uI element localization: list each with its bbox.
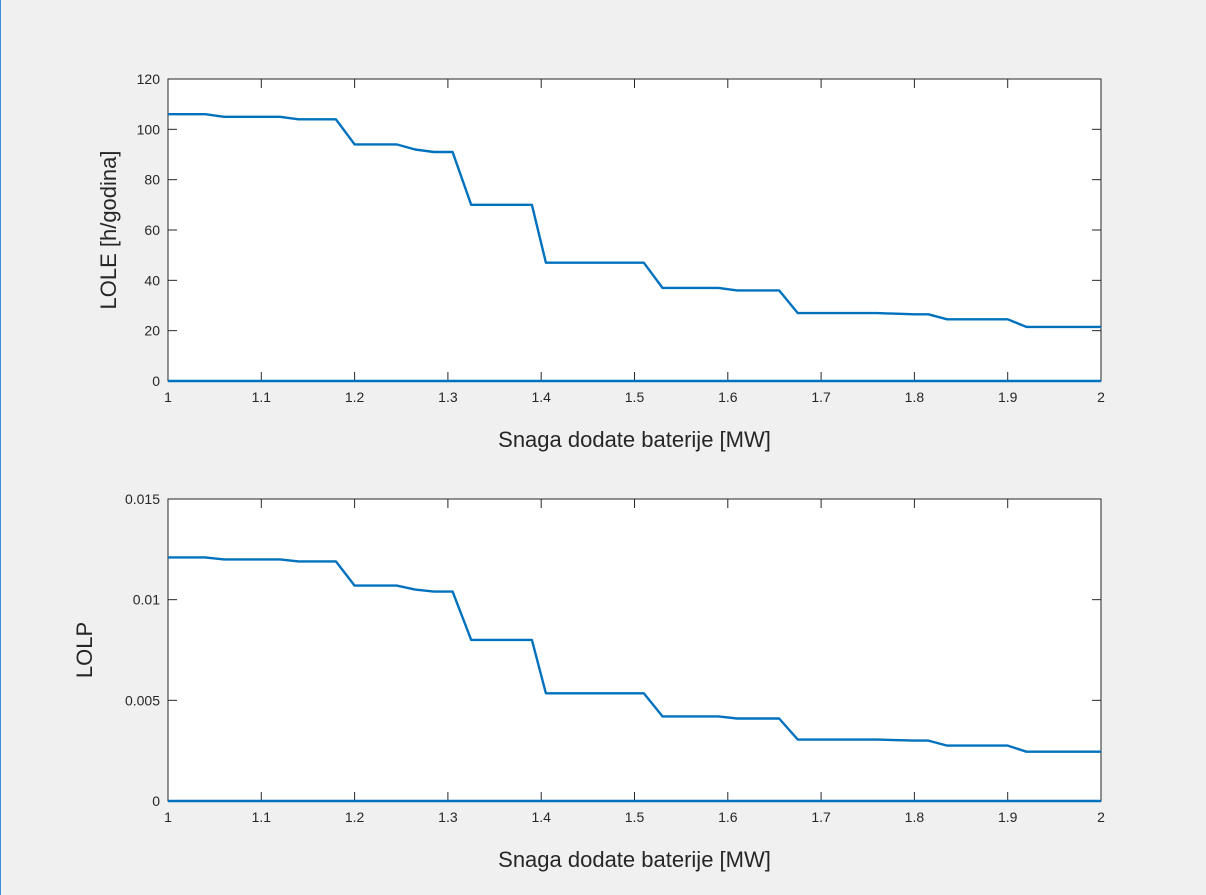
chart-2-y-tick-label: 0.015 xyxy=(125,491,160,507)
chart-2-x-axis-label: Snaga dodate baterije [MW] xyxy=(498,847,771,872)
chart-2-x-tick-label: 1.2 xyxy=(345,809,365,825)
chart-1-y-axis-label: LOLE [h/godina] xyxy=(96,150,121,309)
chart-1-y-tick-label: 100 xyxy=(137,121,161,137)
chart-1-x-tick-label: 2 xyxy=(1097,389,1105,405)
chart-1-x-tick-label: 1.4 xyxy=(531,389,551,405)
chart-1-x-tick-label: 1.2 xyxy=(345,389,365,405)
chart-1-x-tick-label: 1.9 xyxy=(998,389,1018,405)
chart-1-y-tick-label: 0 xyxy=(152,373,160,389)
chart-1-x-axis-label: Snaga dodate baterije [MW] xyxy=(498,427,771,452)
chart-1-y-tick-label: 40 xyxy=(144,272,160,288)
chart-1-x-tick-label: 1.1 xyxy=(252,389,272,405)
chart-2-x-tick-label: 1.5 xyxy=(625,809,645,825)
chart-2-x-tick-label: 1.6 xyxy=(718,809,738,825)
chart-2-x-tick-label: 1.3 xyxy=(438,809,458,825)
chart-1-plot-area xyxy=(167,78,1102,382)
chart-2-series-1-line xyxy=(168,556,1101,753)
chart-1: 1 1.1 1.2 1.3 1.4 1.5 1.6 1.7 1.8 1.9 202040608010… xyxy=(96,71,1105,452)
chart-2-y-axis-label: LOLP xyxy=(72,622,97,678)
window-edge xyxy=(0,0,1,895)
chart-1-x-tick-label: 1.6 xyxy=(718,389,738,405)
chart-1-x-tick-label: 1 xyxy=(164,389,172,405)
chart-1-series-1-line xyxy=(168,112,1101,329)
chart-2-x-tick-label: 1.1 xyxy=(252,809,272,825)
chart-1-x-tick-label: 1.8 xyxy=(905,389,925,405)
chart-2-x-tick-label: 1.4 xyxy=(531,809,551,825)
chart-2-y-tick-label: 0.01 xyxy=(133,592,160,608)
chart-1-x-tick-label: 1.7 xyxy=(811,389,831,405)
chart-2-x-tick-label: 1.8 xyxy=(905,809,925,825)
chart-2: 1 1.1 1.2 1.3 1.4 1.5 1.6 1.7 1.8 1.9 2 0 0.005 0.01 0… xyxy=(72,491,1105,872)
chart-2-x-tick-label: 1 xyxy=(164,809,172,825)
chart-2-y-tick-label: 0.005 xyxy=(125,692,160,708)
chart-1-x-tick-label: 1.5 xyxy=(625,389,645,405)
chart-1-y-tick-label: 80 xyxy=(144,172,160,188)
chart-2-x-tick-label: 2 xyxy=(1097,809,1105,825)
chart-1-y-tick-label: 60 xyxy=(144,222,160,238)
chart-2-x-tick-label: 1.7 xyxy=(811,809,831,825)
chart-2-y-tick-label: 0 xyxy=(152,793,160,809)
chart-1-x-tick-label: 1.3 xyxy=(438,389,458,405)
chart-1-y-tick-label: 20 xyxy=(144,323,160,339)
chart-1-y-tick-label: 120 xyxy=(137,71,161,87)
chart-2-plot-area xyxy=(167,498,1102,802)
chart-2-x-tick-label: 1.9 xyxy=(998,809,1018,825)
